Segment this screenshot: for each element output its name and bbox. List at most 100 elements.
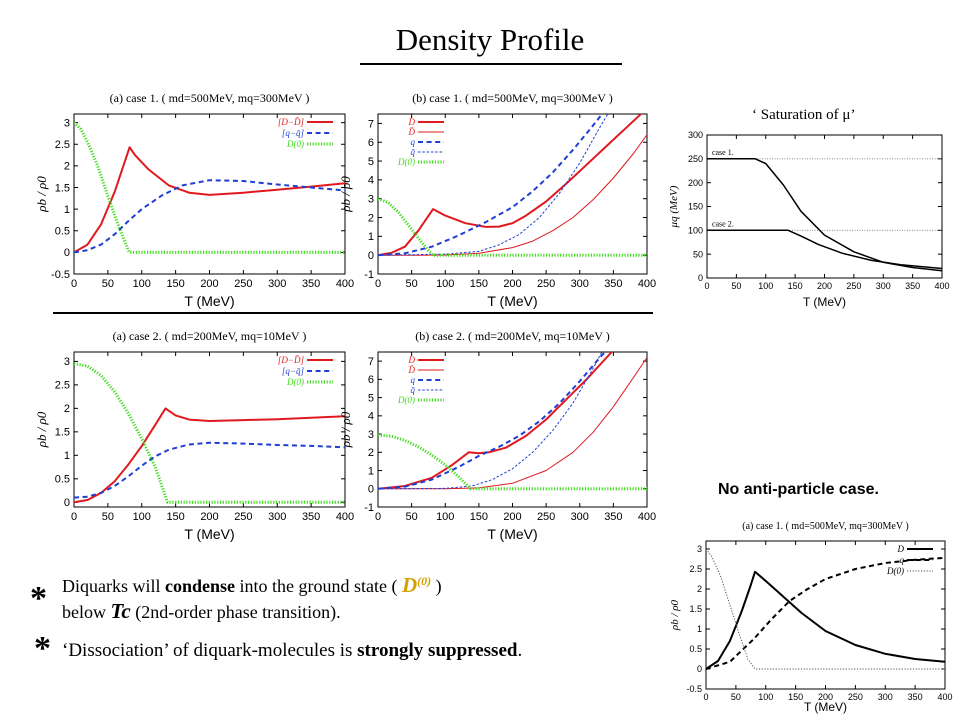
y-tick-label: 2	[64, 161, 70, 173]
legend-label: D(0)	[397, 395, 415, 405]
b1-tc: Tc	[110, 599, 131, 623]
y-tick-label: 0	[368, 250, 374, 262]
x-tick-label: 400	[638, 511, 656, 523]
y-tick-label: -0.5	[686, 684, 702, 694]
y-tick-label: 1	[697, 624, 702, 634]
legend-label: q	[900, 555, 905, 565]
x-tick-label: 400	[934, 281, 949, 291]
plot-frame	[377, 113, 648, 275]
b1-superscript: (0)	[417, 574, 432, 588]
x-tick-label: 100	[758, 281, 773, 291]
plot-frame	[705, 540, 946, 690]
x-tick-label: 0	[375, 511, 381, 523]
y-tick-label: 2	[368, 212, 374, 224]
b1-pre: Diquarks will	[62, 576, 165, 596]
series-line	[74, 179, 345, 254]
x-tick-label: 0	[71, 278, 77, 290]
legend-label: q̄	[411, 385, 416, 395]
x-tick-label: 300	[878, 692, 893, 702]
x-tick-label: 100	[133, 278, 151, 290]
legend-label: q̄	[411, 147, 416, 157]
x-tick-label: 350	[908, 692, 923, 702]
annotation: case 2.	[712, 220, 734, 229]
x-axis-label: T (MeV)	[803, 295, 846, 309]
legend-label: D(0)	[286, 377, 304, 387]
x-tick-label: 200	[503, 278, 521, 290]
y-tick-label: 1	[368, 465, 374, 477]
bullet-star-1: *	[30, 580, 47, 617]
y-tick-label: 2	[697, 584, 702, 594]
y-tick-label: 0.5	[55, 474, 70, 486]
x-tick-label: 200	[503, 511, 521, 523]
x-tick-label: 300	[268, 278, 286, 290]
legend-label: D(0)	[397, 157, 415, 167]
x-tick-label: 400	[336, 278, 354, 290]
x-tick-label: 300	[571, 511, 589, 523]
x-tick-label: 150	[470, 511, 488, 523]
x-tick-label: 200	[818, 692, 833, 702]
legend-label: [D−D̄]	[278, 117, 305, 127]
legend-label: D(0)	[286, 139, 304, 149]
y-tick-label: 200	[688, 178, 703, 188]
x-axis-label: T (MeV)	[487, 526, 537, 542]
x-tick-label: 150	[166, 278, 184, 290]
x-tick-label: 350	[302, 511, 320, 523]
series-line	[707, 158, 942, 272]
y-tick-label: 0	[64, 497, 70, 509]
x-tick-label: 250	[234, 511, 252, 523]
y-tick-label: 3	[64, 356, 70, 368]
x-tick-label: 100	[436, 278, 454, 290]
y-tick-label: 4	[368, 175, 374, 187]
x-tick-label: 250	[234, 278, 252, 290]
x-tick-label: 50	[102, 278, 114, 290]
y-tick-label: 3	[697, 544, 702, 554]
x-tick-label: 200	[817, 281, 832, 291]
series-line	[378, 197, 647, 257]
y-tick-label: -0.5	[51, 269, 70, 281]
y-axis-label: ρb / ρ0	[338, 411, 353, 448]
bullet-star-2: *	[34, 630, 51, 667]
x-tick-label: 50	[731, 692, 741, 702]
y-tick-label: 300	[688, 130, 703, 140]
y-axis-label: ρb / ρ0	[338, 176, 353, 213]
y-tick-label: 2.5	[55, 139, 70, 151]
x-tick-label: 300	[876, 281, 891, 291]
y-tick-label: 7	[368, 356, 374, 368]
series-line	[378, 114, 604, 257]
saturation-caption: ‘ Saturation of μ’	[752, 107, 856, 123]
y-tick-label: 5	[368, 392, 374, 404]
b1-post: )	[431, 576, 442, 596]
y-tick-label: 3	[368, 429, 374, 441]
chart-case1-a: (a) case 1. ( md=500MeV, mq=300MeV ) 0 50 1…	[34, 91, 354, 309]
series-line	[74, 362, 345, 504]
y-tick-label: 7	[368, 118, 374, 130]
y-axis-label: ρb / ρ0	[669, 599, 681, 631]
legend-label: [q−q̄]	[282, 366, 305, 376]
y-tick-label: 0	[697, 664, 702, 674]
y-tick-label: -1	[364, 269, 374, 281]
chart-title: (a) case 2. ( md=200MeV, mq=10MeV )	[113, 329, 307, 343]
x-tick-label: 350	[302, 278, 320, 290]
legend-label: D	[897, 544, 905, 554]
y-axis-label: μq (MeV)	[668, 185, 680, 228]
x-tick-label: 250	[846, 281, 861, 291]
x-tick-label: 400	[937, 692, 952, 702]
x-tick-label: 400	[638, 278, 656, 290]
x-tick-label: 350	[905, 281, 920, 291]
series-line	[74, 121, 345, 254]
series-line	[378, 357, 647, 490]
chart-mu-saturation: 0 50 100 150 200 250 300 350 400 0 50 100 150 200 250 3…	[668, 130, 950, 309]
series-group	[74, 362, 345, 504]
bullet-condense-line1: Diquarks will condense into the ground s…	[62, 573, 442, 598]
series-group	[378, 114, 647, 257]
x-tick-label: 250	[848, 692, 863, 702]
x-tick-label: 0	[704, 281, 709, 291]
x-tick-label: 250	[537, 511, 555, 523]
chart-title: (a) case 1. ( md=500MeV, mq=300MeV )	[742, 521, 908, 532]
y-tick-label: 5	[368, 156, 374, 168]
series-line	[378, 114, 609, 256]
b1-mid: into the ground state (	[235, 576, 402, 596]
x-tick-label: 350	[604, 511, 622, 523]
x-axis-label: T (MeV)	[804, 700, 847, 714]
y-tick-label: 250	[688, 154, 703, 164]
